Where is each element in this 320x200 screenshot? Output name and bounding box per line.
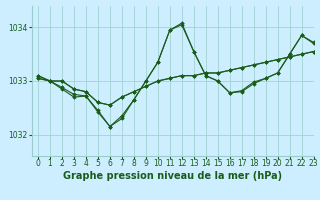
X-axis label: Graphe pression niveau de la mer (hPa): Graphe pression niveau de la mer (hPa) [63,171,282,181]
